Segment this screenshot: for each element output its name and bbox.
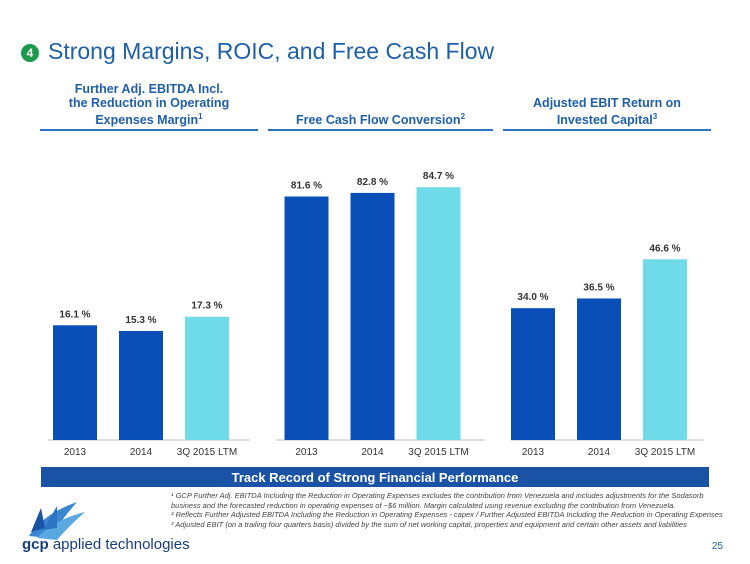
category-label: 2014 [588,447,611,458]
data-label: 16.1 % [59,309,90,320]
footnote-marker: 2 [460,111,466,121]
data-label: 36.5 % [583,282,614,293]
footnote-2: ² Reflects Further Adjusted EBITDA Inclu… [171,510,723,519]
footnote-marker: 3 [652,111,658,121]
section-number-badge: 4 [21,44,39,62]
bar-2014 [350,192,395,440]
footnote-3: ³ Adjusted EBIT (on a trailing four quar… [171,519,687,529]
footnote-1a: ¹ GCP Further Adj. EBITDA Including the … [171,491,704,500]
data-label: 15.3 % [125,315,156,326]
bar-3q-2015-ltm [185,316,229,440]
brand-bold: gcp [22,536,49,553]
bar-2014 [119,330,163,440]
chart-ebitda-margin: 16.1 % 2013 15.3 % 2014 17.3 % 3Q 2015 LTM [48,301,250,458]
panel-title-ebitda-margin: Further Adj. EBITDA Incl. the Reduction i… [40,81,258,127]
panel-title-roic: Adjusted EBIT Return on Invested Capital3 [503,85,711,127]
panel-title-line: the Reduction in Operating [68,95,230,110]
brand-wordmark: gcp applied technologies [22,536,190,553]
bar-2013 [53,325,97,440]
brand-rest: applied technologies [48,536,190,553]
chart-roic: 34.0 % 2013 36.5 % 2014 46.6 % 3Q 2015 LTM [511,243,703,458]
panel-title-line: Further Adj. EBITDA Incl. [74,81,224,96]
panel-underline-3 [503,129,711,131]
banner-track-record: Track Record of Strong Financial Perform… [41,467,709,487]
panel-title-line: Invested Capital3 [556,111,658,127]
panel-title-fcf-conversion: Free Cash Flow Conversion2 [268,85,493,127]
data-label: 84.7 % [423,171,454,182]
bar-2013 [284,196,329,440]
data-label: 81.6 % [291,180,322,191]
data-label: 82.8 % [357,177,388,188]
bar-2013 [511,308,555,440]
page-number: 25 [711,541,723,552]
bar-2014 [577,298,621,440]
panel-underline-1 [40,129,258,131]
footnote-1b: business and the forecasted reduction in… [171,500,676,510]
data-label: 17.3 % [191,301,222,312]
panel-title-line: Adjusted EBIT Return on [533,95,681,110]
panel-title-line: Free Cash Flow Conversion2 [295,111,466,127]
category-label: 2013 [295,447,318,458]
chart-fcf-conversion: 81.6 % 2013 82.8 % 2014 84.7 % 3Q 2015 LTM [276,171,485,458]
page-title: Strong Margins, ROIC, and Free Cash Flow [48,38,495,64]
panel-title-line: Expenses Margin1 [95,111,203,127]
data-label: 46.6 % [649,243,680,254]
bar-3q-2015-ltm [643,259,687,440]
data-label: 34.0 % [517,292,548,303]
category-label: 3Q 2015 LTM [177,447,237,458]
category-label: 3Q 2015 LTM [408,447,468,458]
footnote-marker: 1 [198,111,203,121]
footnotes: ¹ GCP Further Adj. EBITDA Including the … [171,491,741,529]
bar-3q-2015-ltm [416,187,461,440]
category-label: 2014 [130,447,153,458]
category-label: 2013 [64,447,87,458]
category-label: 2014 [361,447,384,458]
gcp-logo-icon [29,502,85,540]
panel-underline-2 [268,129,493,131]
category-label: 3Q 2015 LTM [635,447,695,458]
category-label: 2013 [522,447,545,458]
